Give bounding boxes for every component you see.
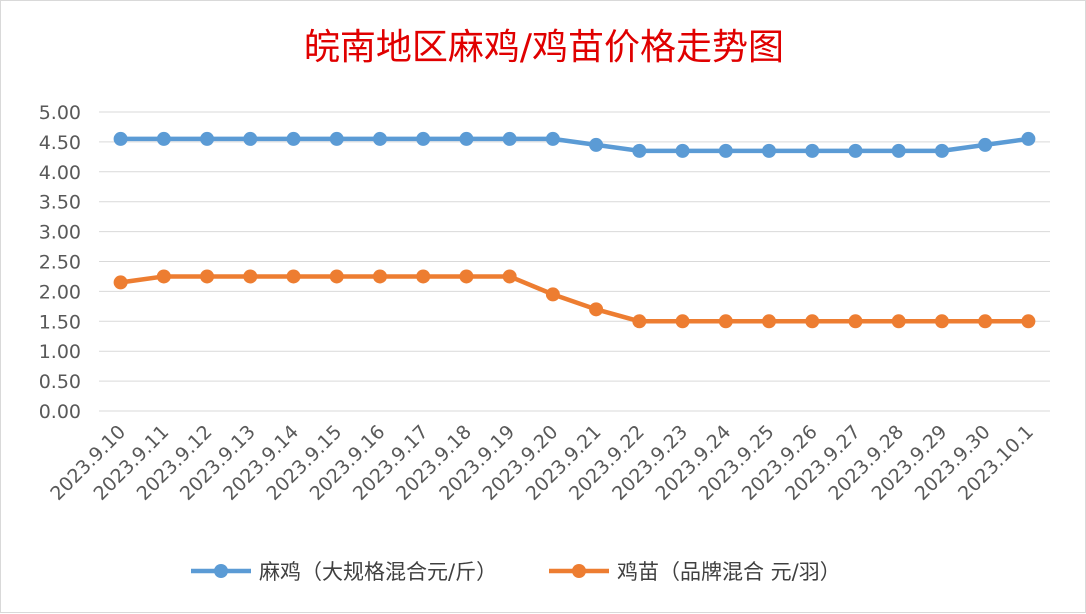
data-point xyxy=(805,143,820,158)
series-group xyxy=(113,131,1036,329)
data-point xyxy=(934,314,949,329)
data-point xyxy=(113,131,128,146)
data-point xyxy=(718,314,733,329)
gridlines xyxy=(99,111,1050,412)
data-point xyxy=(891,143,906,158)
x-axis-ticks: 2023.9.102023.9.112023.9.122023.9.132023… xyxy=(46,421,1038,505)
data-point xyxy=(459,269,474,284)
y-tick-label: 0.50 xyxy=(39,371,81,393)
data-point xyxy=(502,131,517,146)
data-point xyxy=(762,143,777,158)
data-point xyxy=(459,131,474,146)
series-line-2 xyxy=(118,274,1031,324)
data-point xyxy=(372,131,387,146)
data-point xyxy=(329,131,344,146)
data-point xyxy=(416,131,431,146)
data-point xyxy=(762,314,777,329)
data-point xyxy=(286,131,301,146)
data-point xyxy=(545,131,560,146)
data-point xyxy=(978,137,993,152)
data-point xyxy=(200,269,215,284)
data-point xyxy=(978,314,993,329)
y-tick-label: 1.50 xyxy=(39,311,81,333)
y-tick-label: 2.50 xyxy=(39,252,81,274)
data-point xyxy=(632,143,647,158)
data-point xyxy=(848,314,863,329)
legend-swatch-marker xyxy=(214,564,228,578)
data-point xyxy=(113,275,128,290)
legend[interactable]: 麻鸡（大规格混合元/斤） 鸡苗（品牌混合 元/羽） xyxy=(191,560,841,584)
data-point xyxy=(329,269,344,284)
legend-entry-label[interactable]: 麻鸡（大规格混合元/斤） xyxy=(259,560,497,584)
legend-entry-label[interactable]: 鸡苗（品牌混合 元/羽） xyxy=(617,560,841,584)
data-point xyxy=(718,143,733,158)
data-point xyxy=(156,269,171,284)
y-axis-ticks: 0.00 0.50 1.00 1.50 2.00 2.50 3.00 3.50 4.00 4.50… xyxy=(39,102,81,423)
y-tick-label: 4.00 xyxy=(39,162,81,184)
y-tick-label: 2.00 xyxy=(39,281,81,303)
y-tick-label: 5.00 xyxy=(39,102,81,124)
data-point xyxy=(589,137,604,152)
data-point xyxy=(891,314,906,329)
data-point xyxy=(200,131,215,146)
series-line-1 xyxy=(118,136,1031,154)
data-point xyxy=(243,131,258,146)
data-point xyxy=(934,143,949,158)
data-point xyxy=(372,269,387,284)
legend-swatch-marker xyxy=(572,564,586,578)
data-point xyxy=(675,143,690,158)
y-tick-label: 3.50 xyxy=(39,192,81,214)
data-point xyxy=(545,287,560,302)
data-point xyxy=(805,314,820,329)
data-point xyxy=(848,143,863,158)
data-point xyxy=(675,314,690,329)
data-point xyxy=(416,269,431,284)
y-tick-label: 0.00 xyxy=(39,401,81,423)
y-tick-label: 3.00 xyxy=(39,222,81,244)
data-point xyxy=(1021,314,1036,329)
data-point xyxy=(156,131,171,146)
y-tick-label: 4.50 xyxy=(39,132,81,154)
data-point xyxy=(632,314,647,329)
data-point xyxy=(1021,131,1036,146)
y-tick-label: 1.00 xyxy=(39,341,81,363)
data-point xyxy=(589,302,604,317)
data-point xyxy=(286,269,301,284)
data-point xyxy=(502,269,517,284)
chart-title: 皖南地区麻鸡/鸡苗价格走势图 xyxy=(304,27,784,68)
data-point xyxy=(243,269,258,284)
